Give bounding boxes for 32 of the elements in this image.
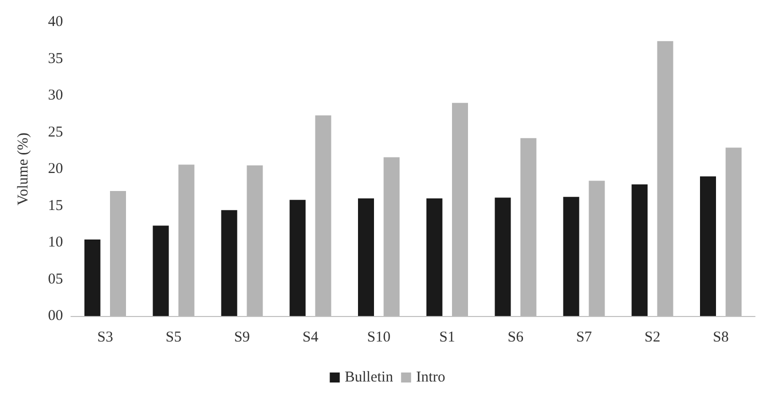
x-tick-label: S2 bbox=[644, 330, 660, 346]
bar bbox=[358, 198, 374, 316]
x-tick-label: S5 bbox=[166, 330, 182, 346]
bar bbox=[700, 176, 716, 316]
bar bbox=[290, 200, 306, 316]
x-tick-label: S8 bbox=[712, 330, 729, 346]
bar bbox=[152, 226, 169, 316]
x-tick-label: S7 bbox=[576, 330, 592, 346]
x-tick-label: S9 bbox=[234, 330, 250, 346]
x-tick-label: S1 bbox=[439, 330, 456, 346]
bar bbox=[84, 240, 100, 316]
legend-label: Bulletin bbox=[344, 370, 394, 386]
bar bbox=[632, 184, 648, 316]
y-tick-label: 25 bbox=[48, 124, 63, 140]
y-axis-title: Volume (%) bbox=[16, 132, 32, 206]
y-tick-label: 15 bbox=[48, 198, 63, 214]
bar bbox=[426, 198, 442, 316]
y-tick-label: 40 bbox=[48, 14, 63, 30]
y-tick-label: 05 bbox=[48, 271, 63, 288]
x-tick-label: S4 bbox=[302, 330, 319, 346]
x-tick-label: S10 bbox=[367, 330, 390, 346]
bar bbox=[563, 196, 580, 316]
bar bbox=[221, 210, 238, 316]
y-tick-label: 10 bbox=[48, 234, 63, 250]
legend-label: Intro bbox=[416, 370, 446, 386]
y-tick-label: 35 bbox=[48, 50, 63, 67]
x-tick-label: S6 bbox=[508, 330, 524, 346]
y-tick-label: 00 bbox=[48, 308, 63, 324]
x-tick-label: S3 bbox=[97, 330, 114, 346]
bar bbox=[494, 198, 511, 316]
y-tick-label: 30 bbox=[48, 88, 63, 104]
y-tick-label: 20 bbox=[48, 161, 63, 177]
